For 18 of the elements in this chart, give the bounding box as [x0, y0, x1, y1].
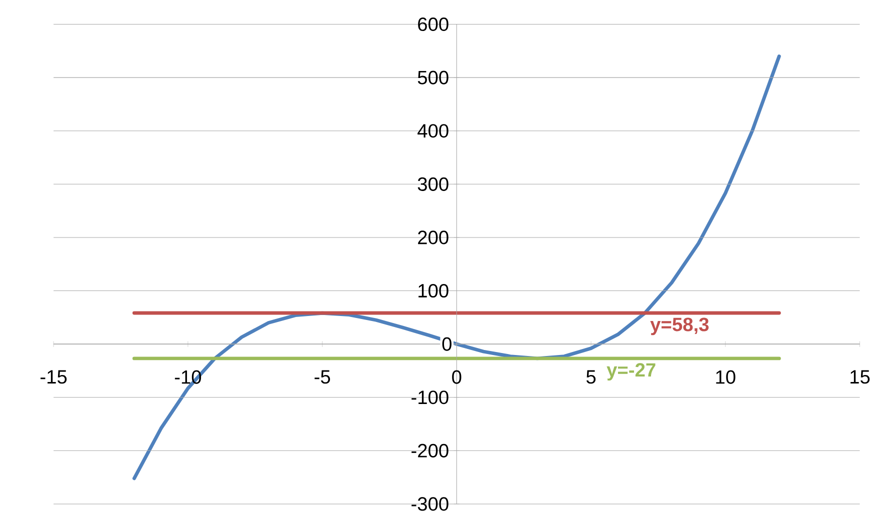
- x-tick-label: -5: [314, 370, 330, 384]
- y-tick-label: -200: [412, 444, 448, 458]
- x-tick-label: 10: [716, 370, 736, 384]
- x-tick-label: 5: [586, 370, 596, 384]
- annotation: y=-27: [606, 363, 656, 380]
- y-tick-label: -300: [412, 497, 448, 511]
- y-tick-label: 0: [442, 337, 452, 351]
- x-tick-label: 0: [452, 370, 462, 384]
- y-tick-label: 400: [418, 124, 448, 138]
- y-tick-label: 300: [418, 177, 448, 191]
- y-tick-label: 500: [418, 70, 448, 84]
- y-tick-label: 200: [418, 230, 448, 244]
- y-tick-label: 100: [418, 284, 448, 298]
- y-tick-label: 600: [418, 17, 448, 31]
- x-tick-label: 15: [850, 370, 870, 384]
- y-tick-label: -100: [412, 390, 448, 404]
- x-tick-label: -15: [40, 370, 67, 384]
- annotation: y=58,3: [650, 318, 709, 335]
